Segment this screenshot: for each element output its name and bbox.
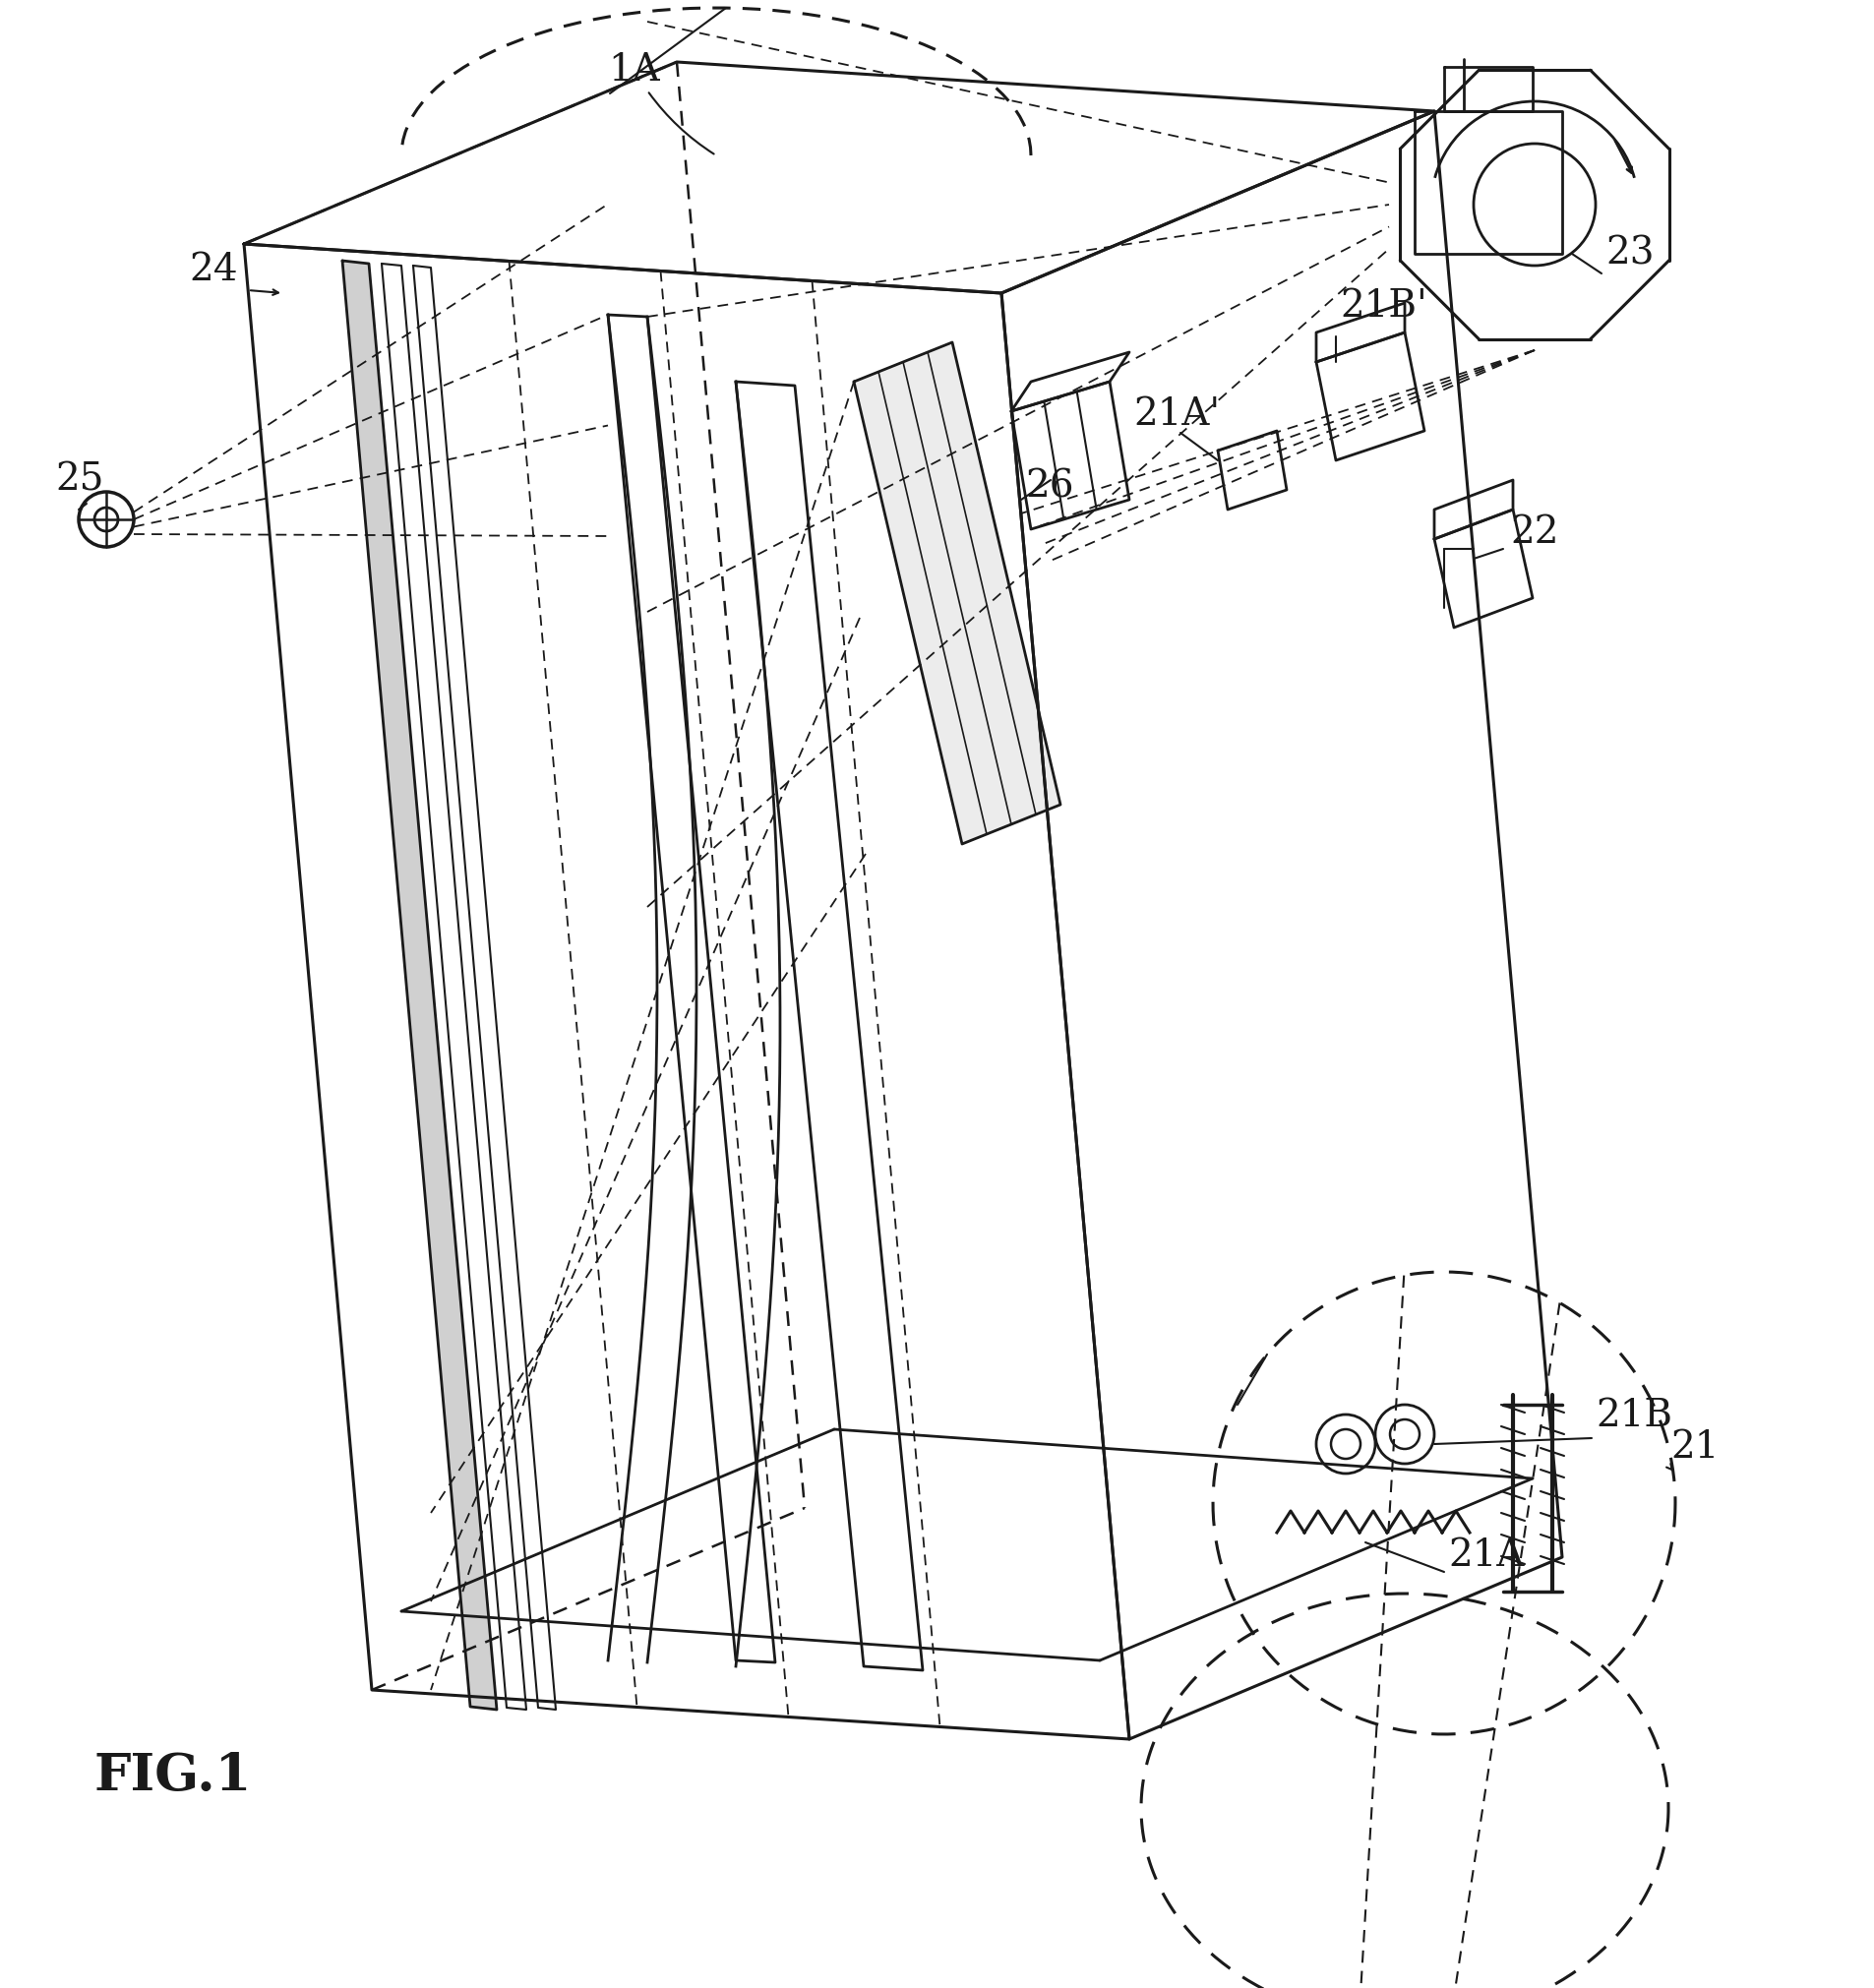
Circle shape <box>1376 1406 1434 1463</box>
Polygon shape <box>343 260 497 1710</box>
Circle shape <box>79 491 133 547</box>
Text: 1A: 1A <box>607 52 660 89</box>
Text: 23: 23 <box>1606 235 1655 272</box>
Text: 22: 22 <box>1510 515 1559 551</box>
Text: 26: 26 <box>1025 469 1074 505</box>
Text: 21A': 21A' <box>1134 396 1220 433</box>
Polygon shape <box>1012 382 1130 529</box>
Text: 21A: 21A <box>1449 1537 1524 1574</box>
Polygon shape <box>1316 332 1424 461</box>
Text: FIG.1: FIG.1 <box>94 1751 251 1801</box>
Text: 25: 25 <box>54 461 103 497</box>
Text: 21: 21 <box>1670 1429 1718 1465</box>
Text: 21B': 21B' <box>1340 288 1428 324</box>
Text: 24: 24 <box>189 252 238 288</box>
Text: 21B: 21B <box>1595 1398 1672 1433</box>
Polygon shape <box>1434 509 1533 628</box>
Circle shape <box>1316 1415 1376 1473</box>
Polygon shape <box>855 342 1061 845</box>
